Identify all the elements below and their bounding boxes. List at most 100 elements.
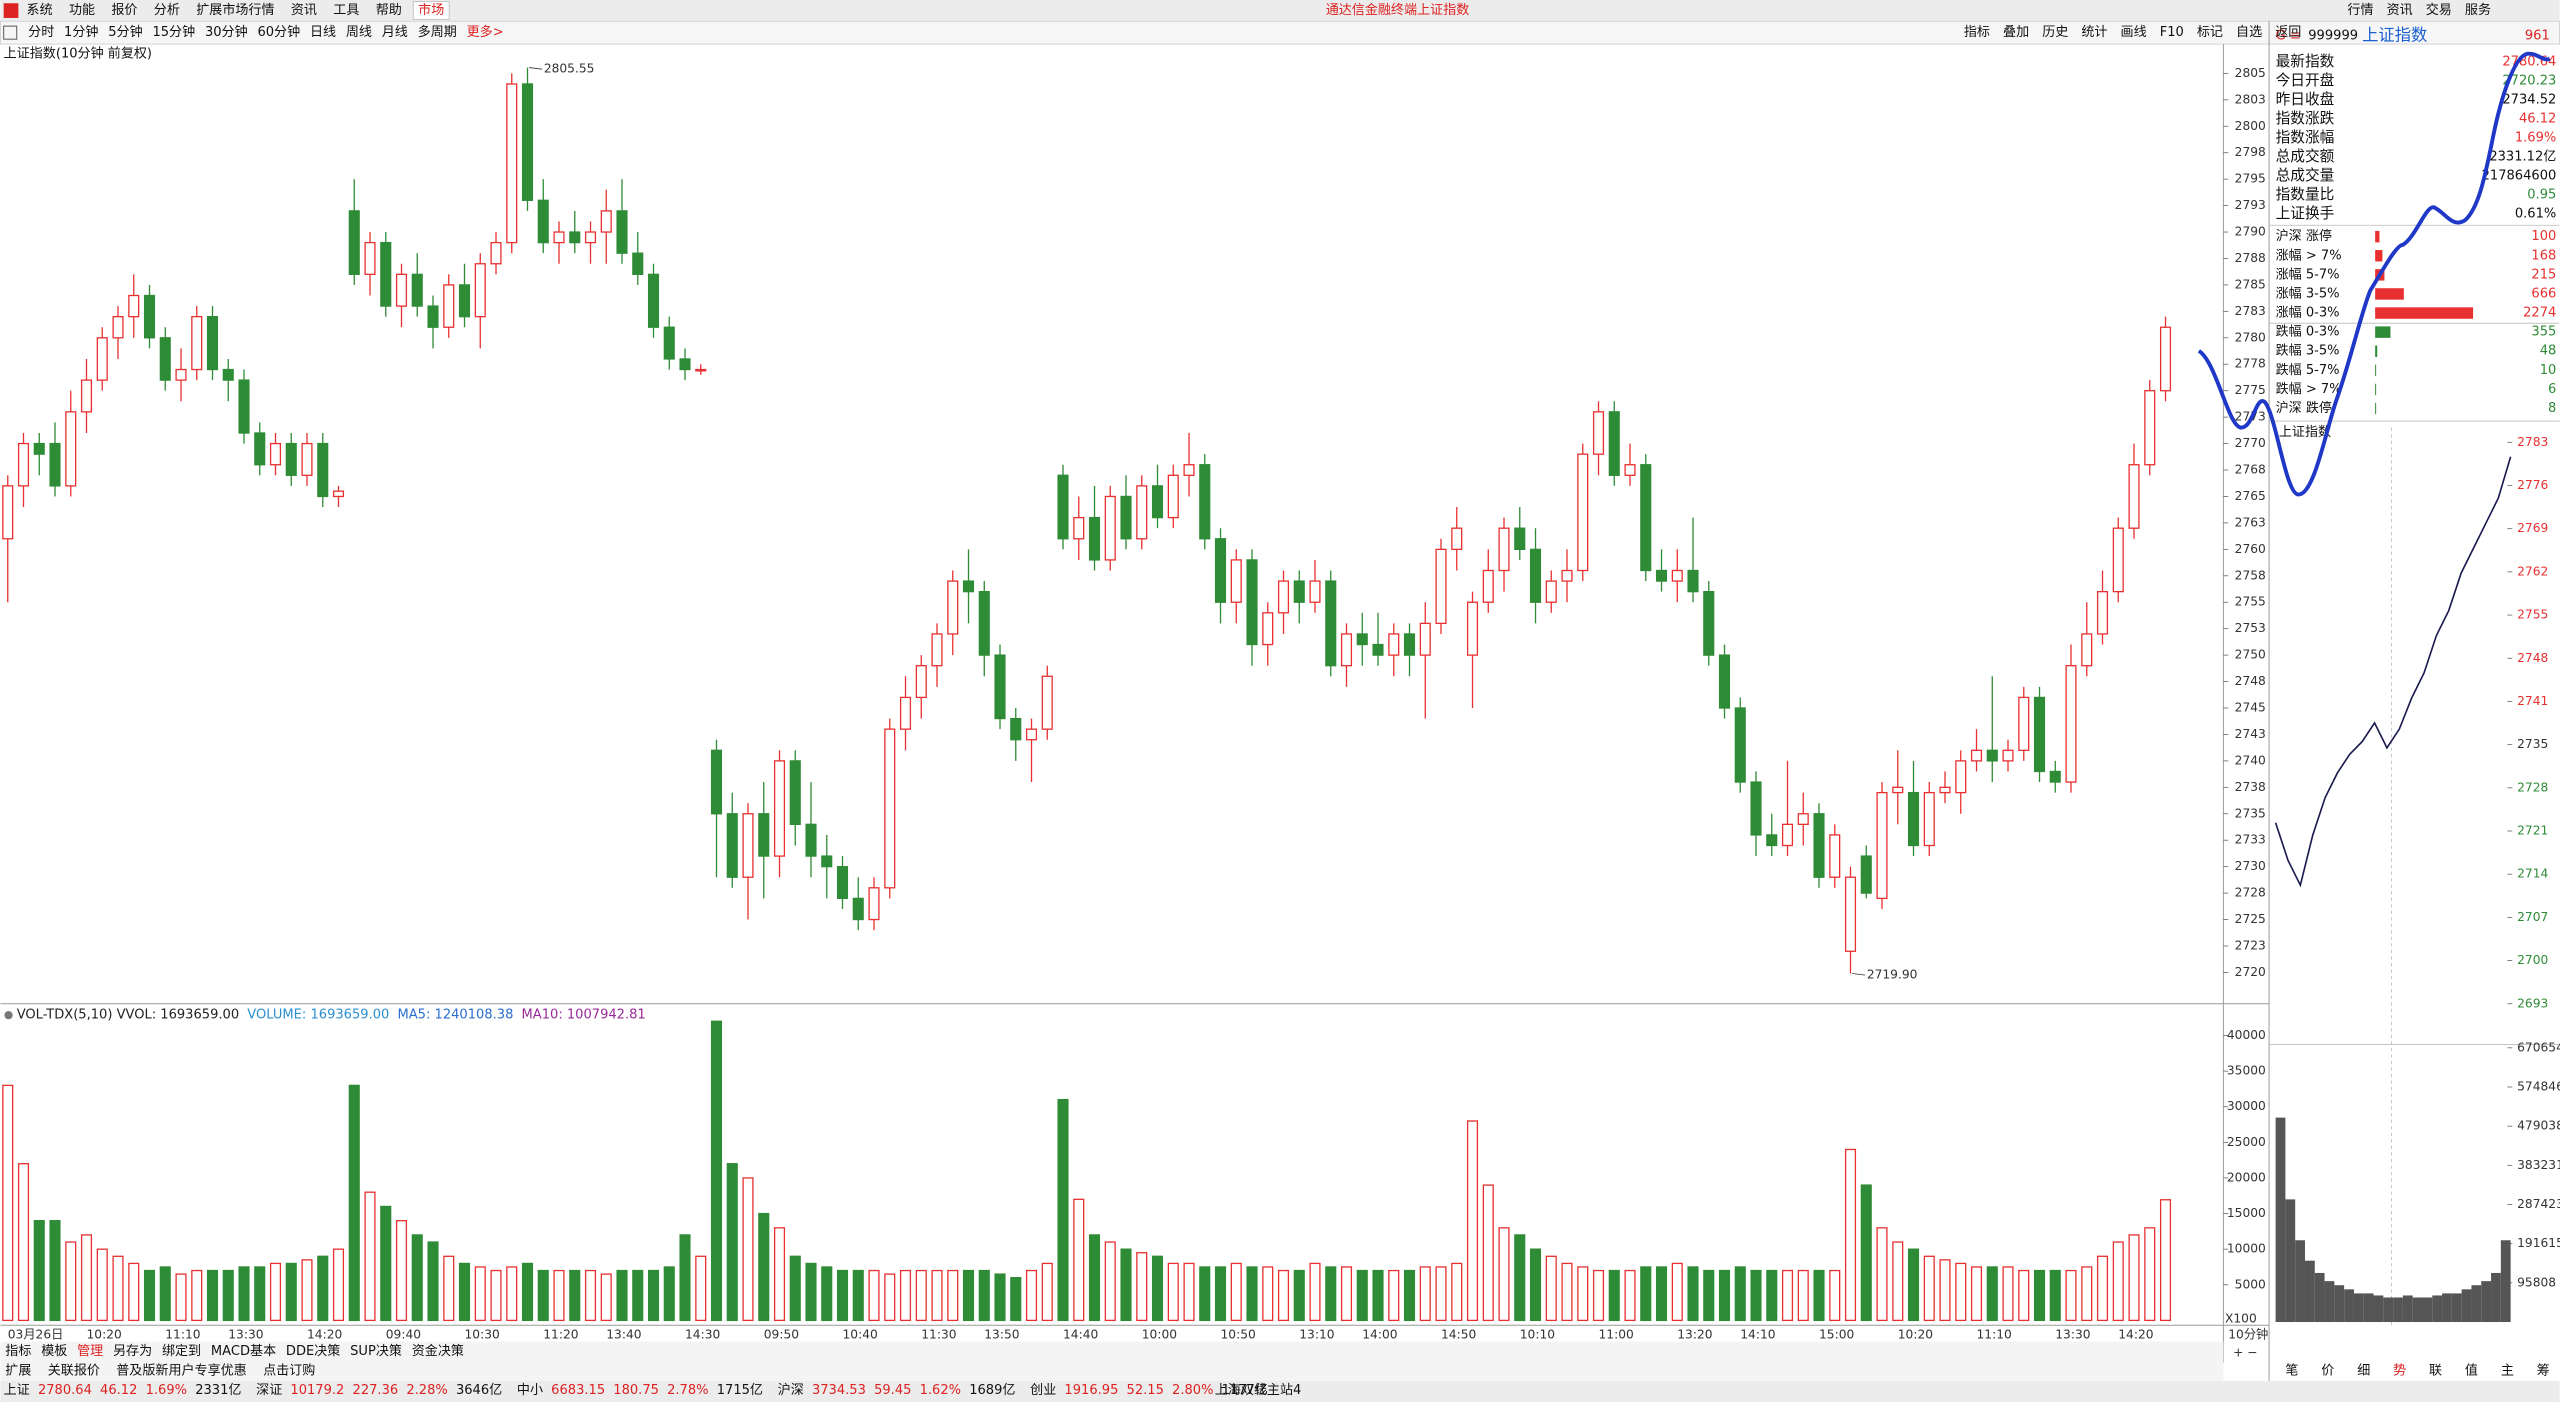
more-button[interactable]: 更多> (467, 24, 504, 40)
mini-volume-bar (2275, 1117, 2286, 1323)
candle-body (1718, 654, 1731, 709)
y-tick-label: 2776 (2517, 478, 2548, 492)
quote-value: 0.95 (2527, 188, 2556, 203)
bottom-tab[interactable]: 绑定到 (162, 1344, 201, 1359)
menu-right-item[interactable]: 交易 (2426, 2, 2452, 18)
bottom-tab[interactable]: MACD基本 (211, 1344, 276, 1359)
period-button[interactable]: 1分钟 (64, 24, 98, 40)
volume-bar (238, 1266, 250, 1322)
candle-body (758, 813, 770, 857)
breadth-bar (2375, 326, 2391, 338)
x-tick-label: 14:20 (307, 1328, 342, 1342)
bottom-tab[interactable]: DDE决策 (286, 1343, 340, 1359)
menu-item[interactable]: 工具 (333, 3, 359, 18)
tool-button[interactable]: 自选 (2236, 25, 2262, 40)
volume-bar (2144, 1227, 2156, 1322)
volume-bar (1640, 1266, 1652, 1322)
tool-button[interactable]: 叠加 (2003, 25, 2029, 40)
period-button[interactable]: 分时 (28, 25, 54, 40)
bottom-tab[interactable]: 模板 (41, 1344, 67, 1359)
panel-tab[interactable]: 值 (2465, 1362, 2478, 1378)
period-button[interactable]: 日线 (310, 25, 336, 40)
bottom-tab[interactable]: 关联报价 (48, 1363, 100, 1378)
tool-button[interactable]: F10 (2160, 25, 2184, 40)
menu-item[interactable]: 帮助 (376, 3, 402, 18)
candle-body (1829, 834, 1841, 878)
candle-body (1466, 601, 1479, 656)
volume-bar (348, 1084, 360, 1322)
candle-body (17, 442, 30, 487)
tool-button[interactable]: 标记 (2197, 25, 2223, 40)
menu-item[interactable]: 分析 (154, 3, 180, 18)
period-button[interactable]: 15分钟 (152, 24, 195, 40)
y-tick-label: 2755 (2235, 595, 2266, 609)
volume-bar (663, 1266, 675, 1322)
menu-right-item[interactable]: 服务 (2465, 2, 2491, 18)
menu-item[interactable]: 报价 (111, 3, 137, 18)
menu-right-item[interactable]: 行情 (2347, 3, 2373, 18)
mini-volume-bar (2422, 1297, 2433, 1323)
quote-badge: 961 (2525, 28, 2550, 43)
menu-right-item[interactable]: 资讯 (2387, 3, 2413, 18)
volume-bar (1577, 1266, 1589, 1322)
bottom-tab[interactable]: 管理 (77, 1344, 103, 1359)
bottom-tab[interactable]: 另存为 (113, 1344, 152, 1359)
period-button[interactable]: 月线 (382, 25, 408, 40)
volume-bar (112, 1255, 124, 1322)
bottom-tab[interactable]: 扩展 (5, 1363, 31, 1378)
period-button[interactable]: 5分钟 (108, 24, 142, 40)
panel-tab[interactable]: 价 (2321, 1363, 2334, 1378)
volume-bar (1073, 1198, 1085, 1322)
panel-tab[interactable]: 联 (2429, 1363, 2442, 1378)
tool-button[interactable]: 画线 (2121, 25, 2147, 40)
panel-tab[interactable]: 细 (2357, 1363, 2370, 1378)
candle-body (411, 273, 423, 307)
candle-body (1939, 786, 1951, 794)
candle-body (1561, 569, 1573, 582)
period-button[interactable]: 周线 (346, 25, 372, 40)
panel-tab[interactable]: 筹 (2537, 1362, 2550, 1378)
panel-tab[interactable]: 势 (2393, 1362, 2406, 1378)
period-button[interactable]: 多周期 (418, 24, 457, 40)
status-change: 180.75 (613, 1383, 659, 1398)
volume-bar (143, 1269, 156, 1322)
candle-body (285, 442, 297, 476)
menu-item[interactable]: 功能 (69, 3, 95, 18)
volume-bar (1482, 1184, 1494, 1322)
panel-tab[interactable]: 主 (2501, 1363, 2514, 1378)
volume-bar (836, 1269, 849, 1322)
quote-label: 总成交额 (2276, 147, 2335, 165)
period-button[interactable]: 60分钟 (257, 24, 300, 40)
menu-item-active[interactable]: 市场 (418, 2, 444, 18)
y-tick-label: 2769 (2517, 521, 2548, 535)
period-button[interactable]: 30分钟 (205, 24, 248, 40)
y-tick-label: 2760 (2235, 542, 2266, 556)
menu-item[interactable]: 扩展市场行情 (196, 2, 274, 18)
zoom-icons[interactable]: + − (2233, 1346, 2257, 1360)
tool-button[interactable]: 统计 (2081, 25, 2107, 40)
volume-bar (458, 1262, 471, 1322)
volume-bar (1970, 1266, 1983, 1322)
candle-body (899, 696, 912, 730)
volume-bar (2, 1084, 14, 1322)
tool-button[interactable]: 返回 (2275, 25, 2301, 40)
tool-button[interactable]: 历史 (2042, 25, 2068, 40)
candle-body (348, 210, 360, 275)
menu-item[interactable]: 资讯 (291, 3, 317, 18)
bottom-tab[interactable]: 点击订购 (263, 1362, 315, 1378)
bottom-tab[interactable]: 普及版新用户专享优惠 (116, 1362, 246, 1378)
bottom-tab[interactable]: 资金决策 (412, 1343, 464, 1359)
candle-body (1608, 411, 1620, 476)
panel-tab[interactable]: 笔 (2285, 1362, 2298, 1378)
bottom-tab[interactable]: 指标 (5, 1344, 31, 1359)
quote-value: 2734.52 (2502, 93, 2556, 108)
tool-button[interactable]: 指标 (1964, 25, 1990, 40)
candle-body (2128, 464, 2140, 529)
bottom-tab[interactable]: SUP决策 (350, 1343, 402, 1359)
volume-bar (506, 1266, 518, 1322)
y-tick-label: 2730 (2235, 859, 2266, 873)
menu-item[interactable]: 系统 (27, 3, 53, 18)
volume-bar (1309, 1262, 1321, 1322)
volume-unit: X100 (2225, 1311, 2257, 1325)
